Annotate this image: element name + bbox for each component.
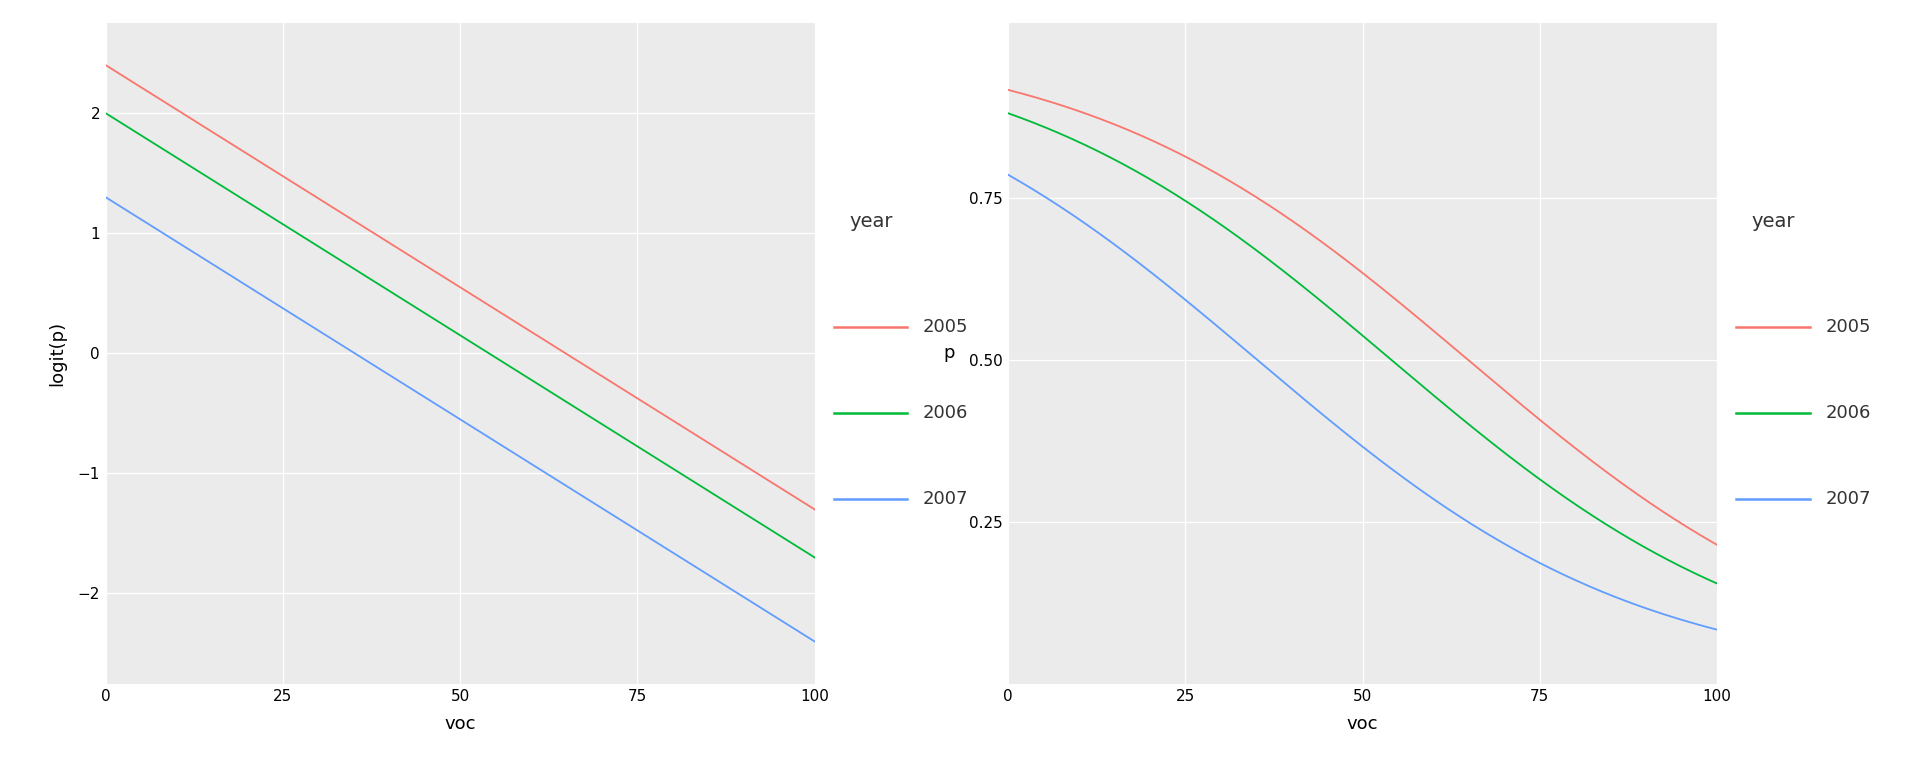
Text: year: year xyxy=(849,212,893,230)
Text: 2007: 2007 xyxy=(924,489,968,508)
Y-axis label: p: p xyxy=(943,344,954,362)
Text: 2006: 2006 xyxy=(924,404,968,422)
Y-axis label: logit(p): logit(p) xyxy=(48,321,67,386)
Text: 2005: 2005 xyxy=(924,318,968,336)
Text: 2007: 2007 xyxy=(1826,489,1870,508)
X-axis label: voc: voc xyxy=(1346,715,1379,733)
Text: 2005: 2005 xyxy=(1826,318,1870,336)
Text: year: year xyxy=(1751,212,1795,230)
X-axis label: voc: voc xyxy=(444,715,476,733)
Text: 2006: 2006 xyxy=(1826,404,1870,422)
